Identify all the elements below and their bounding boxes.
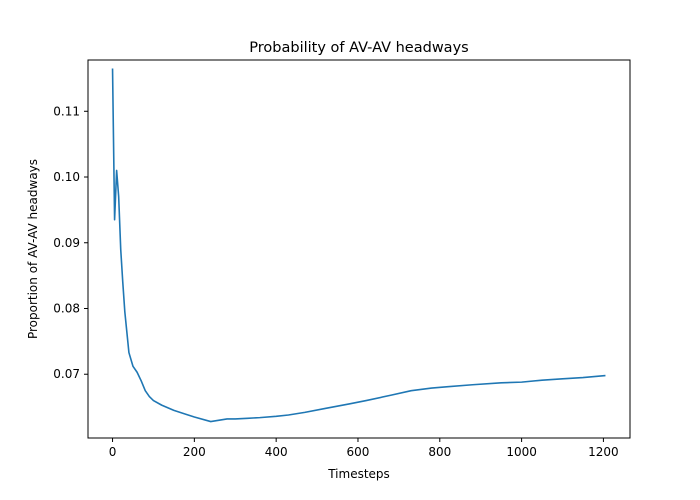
x-tick-label: 400	[265, 445, 288, 459]
series-line-1	[111, 68, 606, 423]
x-tick-label: 200	[183, 445, 206, 459]
chart-title: Probability of AV-AV headways	[249, 40, 468, 56]
x-tick-label: 600	[347, 445, 370, 459]
x-axis-ticks: 0 200 400 600 800 1000 1200	[109, 438, 619, 459]
plot-frame	[87, 59, 631, 439]
x-tick-label: 0	[109, 445, 117, 459]
y-axis-ticks: 0.07 0.08 0.09 0.10 0.11	[53, 104, 88, 381]
plot-area	[88, 60, 630, 438]
y-axis-label: Proportion of AV-AV headways	[26, 159, 40, 339]
series-layer	[111, 68, 606, 423]
x-tick-label: 1000	[506, 445, 537, 459]
x-tick-label: 800	[428, 445, 451, 459]
x-tick-label: 1200	[588, 445, 619, 459]
x-axis-label: Timesteps	[327, 467, 390, 481]
y-tick-label: 0.09	[53, 236, 80, 250]
y-tick-label: 0.11	[53, 104, 80, 118]
y-tick-label: 0.08	[53, 301, 80, 315]
y-tick-label: 0.07	[53, 367, 80, 381]
y-tick-label: 0.10	[53, 170, 80, 184]
